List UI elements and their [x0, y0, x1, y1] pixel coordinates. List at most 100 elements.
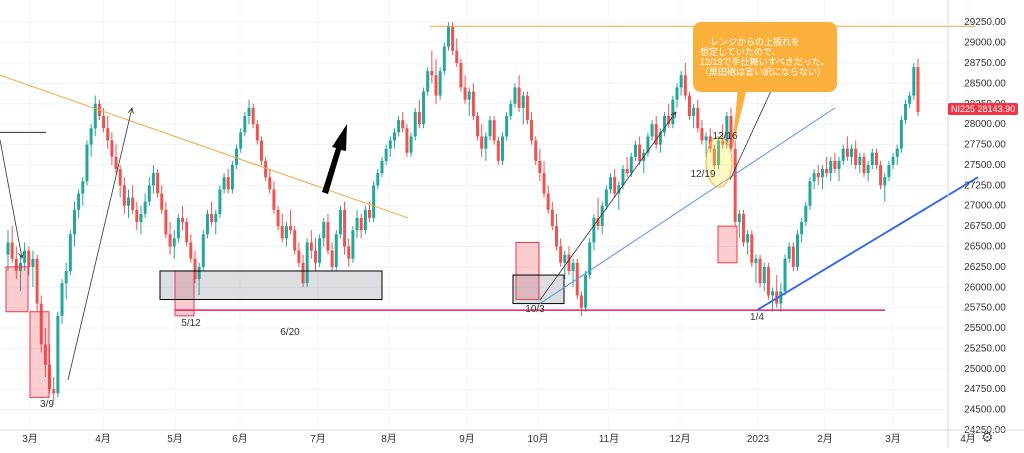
candle — [916, 58, 920, 117]
candle — [633, 140, 637, 161]
x-tick-label: 6月 — [232, 433, 248, 445]
candle — [255, 120, 259, 145]
candle — [430, 50, 434, 84]
candle — [891, 152, 895, 170]
candle — [667, 103, 671, 129]
candle-body — [102, 116, 106, 129]
candle-body — [754, 258, 758, 263]
candle — [592, 213, 596, 251]
candle-body — [808, 181, 812, 206]
candle-body — [388, 140, 392, 149]
candle — [330, 242, 334, 271]
candle-body — [904, 103, 908, 121]
candle-body — [496, 140, 500, 161]
candle-body — [717, 140, 721, 165]
candle-body — [305, 242, 309, 284]
candle-body — [663, 116, 667, 133]
candle — [879, 160, 883, 190]
candle-body — [542, 173, 546, 194]
candle — [787, 242, 791, 263]
y-tick-label: 25500.00 — [964, 323, 1006, 334]
candle-body — [380, 160, 384, 174]
y-tick-label: 24500.00 — [964, 405, 1006, 416]
candle-body — [737, 213, 741, 223]
candle-body — [85, 144, 89, 182]
candle — [746, 230, 750, 255]
candle-body — [259, 140, 263, 161]
candle-body — [347, 246, 351, 259]
event-label: 10/3 — [525, 304, 545, 315]
candle-body — [704, 136, 708, 141]
candle-body — [397, 120, 401, 133]
candle — [372, 181, 376, 223]
candle-body — [484, 136, 488, 149]
candle — [343, 201, 347, 255]
candle — [812, 169, 816, 190]
candle-body — [895, 148, 899, 157]
candle — [546, 185, 550, 214]
candle-body — [413, 111, 417, 137]
candle-body — [629, 156, 633, 174]
highlight-box-red — [515, 241, 540, 301]
candle — [305, 238, 309, 288]
candle-body — [646, 136, 650, 153]
candle-body — [833, 160, 837, 170]
candle-body — [255, 124, 259, 141]
candle-body — [567, 254, 571, 271]
candle-body — [72, 209, 76, 235]
candle-body — [870, 152, 874, 165]
bold-arrow-up — [322, 124, 347, 194]
candle — [530, 111, 534, 145]
candle — [837, 156, 841, 182]
grid — [0, 0, 969, 431]
candle-body — [708, 136, 712, 149]
candle-body — [301, 262, 305, 284]
candle-body — [480, 136, 484, 149]
candle — [401, 111, 405, 133]
event-label: 12/16 — [712, 131, 737, 142]
arrow-up-october-head — [670, 111, 677, 118]
candle — [766, 262, 770, 300]
candle-body — [638, 144, 642, 161]
candle-body — [692, 107, 696, 117]
candle-body — [559, 246, 563, 263]
candle — [264, 156, 268, 182]
candle — [617, 181, 621, 210]
candle-body — [546, 193, 550, 210]
candle-body — [434, 75, 438, 96]
candle-body — [600, 205, 604, 227]
candle — [297, 242, 301, 267]
candle-body — [866, 164, 870, 174]
overlays — [0, 25, 979, 398]
candle-body — [883, 177, 887, 186]
candle-body — [164, 209, 168, 235]
candle-body — [297, 250, 301, 263]
candle — [93, 95, 97, 137]
settings-gear-icon[interactable]: ⚙ — [981, 429, 994, 445]
candle-body — [563, 254, 567, 263]
candle — [513, 83, 517, 108]
candle — [280, 213, 284, 243]
candle — [874, 148, 878, 170]
x-tick-label: 10月 — [527, 433, 548, 445]
arrow-up-march — [67, 107, 133, 381]
candle-body — [467, 91, 471, 100]
x-tick-label: 7月 — [310, 433, 326, 445]
candle — [106, 116, 110, 149]
candle-body — [687, 95, 691, 117]
annotation-callout: レンジからの上振れを 想定していたので、 12/19で手仕舞いすべきだった。 （… — [693, 22, 837, 92]
candle — [139, 205, 143, 235]
candle — [218, 185, 222, 218]
candle-body — [322, 222, 326, 239]
candle — [762, 262, 766, 292]
candle — [355, 209, 359, 239]
candle — [588, 238, 592, 280]
candle-body — [127, 197, 131, 206]
y-tick-label: 26000.00 — [964, 282, 1006, 293]
candle-body — [816, 173, 820, 178]
candle-body — [14, 258, 18, 271]
candle — [783, 254, 787, 296]
y-tick-label: 28750.00 — [964, 58, 1006, 69]
